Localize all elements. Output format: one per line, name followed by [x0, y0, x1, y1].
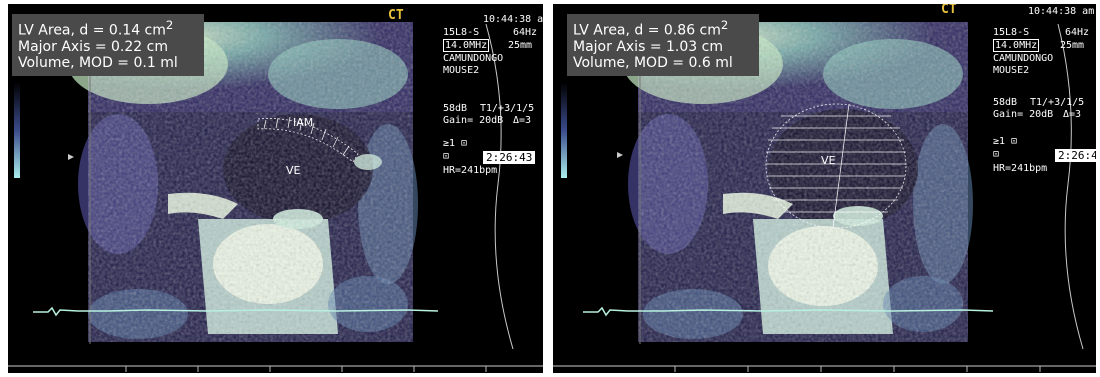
- clip-icon: ⊡: [993, 149, 1000, 160]
- measurement-overlay: LV Area, d = 0.86 cm2 Major Axis = 1.03 …: [567, 14, 759, 76]
- measurement-overlay: LV Area, d = 0.14 cm2 Major Axis = 0.22 …: [12, 14, 204, 76]
- major-axis-value: Major Axis = 0.22 cm: [18, 38, 168, 55]
- clock-time: 10:44:38 am: [1028, 6, 1095, 17]
- ct-logo: CT: [388, 8, 404, 23]
- elapsed-time: 2:26:43: [483, 151, 536, 164]
- frequency: 14.0MHz: [993, 39, 1040, 52]
- gain: Gain= 20dB: [443, 115, 504, 126]
- subject-name: CAMUNDONGO: [443, 53, 504, 64]
- delta: Δ=3: [513, 115, 532, 126]
- area-exponent: 2: [720, 18, 729, 32]
- ct-logo: CT: [941, 4, 957, 17]
- volume-value: Volume, MOD = 0.1 ml: [18, 54, 178, 71]
- probe-name: 15L8-S: [993, 27, 1030, 38]
- lv-area-value: LV Area, d = 0.86 cm: [573, 22, 721, 39]
- subject-name: CAMUNDONGO: [993, 53, 1054, 64]
- depth: 25mm: [1060, 40, 1085, 51]
- frame-rate: 64Hz: [513, 27, 538, 38]
- gray-scale-bar: [561, 82, 567, 178]
- gain: Gain= 20dB: [993, 109, 1054, 120]
- major-axis-value: Major Axis = 1.03 cm: [573, 38, 723, 55]
- probe-name: 15L8-S: [443, 27, 480, 38]
- volume-value: Volume, MOD = 0.6 ml: [573, 54, 733, 71]
- label-ve: VE: [821, 154, 836, 167]
- frame-rate: 64Hz: [1065, 27, 1090, 38]
- subject-id: MOUSE2: [443, 65, 480, 76]
- mode-indicator: ≥1 ⊡: [443, 138, 468, 149]
- delta: Δ=3: [1063, 109, 1082, 120]
- elapsed-time: 2:26:43: [1055, 149, 1096, 162]
- label-iam: IAM: [293, 116, 314, 129]
- clip-icon: ⊡: [443, 151, 450, 162]
- db-level: 58dB: [993, 97, 1018, 108]
- label-ve: VE: [286, 164, 301, 177]
- ultrasound-panel-left: LV Area, d = 0.14 cm2 Major Axis = 0.22 …: [8, 4, 543, 373]
- heart-rate: HR=241bpm: [993, 163, 1048, 174]
- db-level: 58dB: [443, 103, 468, 114]
- lv-area-value: LV Area, d = 0.14 cm: [18, 22, 166, 39]
- preset: T1/+3/1/5: [1030, 97, 1085, 108]
- subject-id: MOUSE2: [993, 65, 1030, 76]
- clock-time: 10:44:38 am: [483, 14, 543, 25]
- frequency: 14.0MHz: [443, 39, 490, 52]
- preset: T1/+3/1/5: [480, 103, 535, 114]
- mode-indicator: ≥1 ⊡: [993, 136, 1018, 147]
- area-exponent: 2: [165, 18, 174, 32]
- gray-scale-bar: [14, 82, 20, 178]
- ultrasound-panel-right: LV Area, d = 0.86 cm2 Major Axis = 1.03 …: [553, 4, 1096, 373]
- ultrasound-image-left: [8, 22, 543, 372]
- depth: 25mm: [508, 40, 533, 51]
- heart-rate: HR=241bpm: [443, 165, 498, 176]
